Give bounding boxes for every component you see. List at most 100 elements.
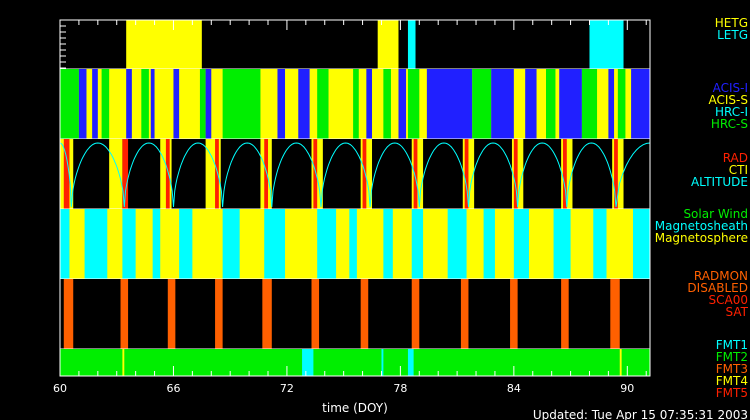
panel-region-segment xyxy=(60,209,70,279)
panel-radiation-segment xyxy=(109,139,123,209)
panel-region-segment xyxy=(317,209,337,279)
panel-gratings-segment xyxy=(407,20,416,69)
panel-instrument-segment xyxy=(608,69,615,139)
legend-fmt4: FMT4 xyxy=(716,374,748,388)
panel-region-segment xyxy=(553,209,571,279)
panel-instrument-segment xyxy=(205,69,212,139)
legend-rad: RAD xyxy=(723,151,748,165)
panel-radmon-segment xyxy=(360,279,369,349)
panel-instrument-segment xyxy=(60,69,79,139)
panel-region-segment xyxy=(483,209,495,279)
panel-radmon-segment xyxy=(510,279,518,349)
panel-radiation-segment xyxy=(122,139,129,209)
panel-format-segment xyxy=(381,349,384,376)
panel-radiation-segment xyxy=(513,139,518,209)
panel-instrument-segment xyxy=(472,69,492,139)
panel-instrument-segment xyxy=(398,69,407,139)
panel-region-segment xyxy=(264,209,286,279)
legend-acis-s: ACIS-S xyxy=(709,93,748,107)
legend-cti: CTI xyxy=(729,163,748,177)
panel-instrument-segment xyxy=(631,69,650,139)
panel-instrument-segment xyxy=(317,69,329,139)
panel-region-segment xyxy=(349,209,357,279)
panel-radiation-segment xyxy=(411,139,424,209)
panel-instrument-segment xyxy=(581,69,598,139)
legend-fmt1: FMT1 xyxy=(716,338,748,352)
panel-radmon xyxy=(60,279,650,350)
panel-radmon-background xyxy=(60,279,650,349)
legend-acis-i: ACIS-I xyxy=(713,81,748,95)
panel-radiation xyxy=(59,139,651,210)
panel-format-segment xyxy=(619,349,622,376)
panel-region-segment xyxy=(84,209,108,279)
panel-radiation-segment xyxy=(614,139,618,209)
panel-instrument-segment xyxy=(407,69,420,139)
x-tick-label: 90 xyxy=(620,382,634,395)
panel-instrument-segment xyxy=(559,69,582,139)
x-tick-label: 78 xyxy=(393,382,407,395)
panel-instrument-segment xyxy=(101,69,110,139)
panel-radiation-segment xyxy=(165,139,170,209)
panel-gratings-segment xyxy=(589,20,624,69)
panel-instrument-segment xyxy=(277,69,286,139)
panel-region-segment xyxy=(222,209,240,279)
x-tick-label: 84 xyxy=(507,382,521,395)
legend-solar-wind: Solar Wind xyxy=(683,207,748,221)
x-axis-label: time (DOY) xyxy=(322,401,388,415)
panel-region-segment xyxy=(383,209,393,279)
legend-letg: LETG xyxy=(717,28,748,42)
panel-instrument xyxy=(60,69,650,140)
panel-instrument-segment xyxy=(426,69,473,139)
panel-format xyxy=(60,349,650,377)
panel-format-background xyxy=(60,349,650,376)
panel-radmon-segment xyxy=(311,279,320,349)
panel-radiation-segment xyxy=(563,139,567,209)
panel-instrument-segment xyxy=(525,69,537,139)
legend-sat: SAT xyxy=(726,305,749,319)
panel-instrument-segment xyxy=(491,69,514,139)
panel-gratings-segment xyxy=(126,20,202,69)
panel-instrument-segment xyxy=(545,69,556,139)
panel-radmon-segment xyxy=(167,279,176,349)
panel-region-segment xyxy=(513,209,529,279)
legend-fmt5: FMT5 xyxy=(716,386,748,400)
panel-radmon-segment xyxy=(411,279,420,349)
updated-timestamp: Updated: Tue Apr 15 07:35:31 2003 xyxy=(533,408,748,420)
panel-radmon-segment xyxy=(215,279,223,349)
panel-instrument-segment xyxy=(366,69,373,139)
panel-region-segment xyxy=(122,209,136,279)
panel-instrument-segment xyxy=(126,69,132,139)
panel-region-segment xyxy=(152,209,161,279)
panel-instrument-segment xyxy=(222,69,261,139)
panel-region-segment xyxy=(447,209,467,279)
x-tick-label: 60 xyxy=(53,382,67,395)
panel-radiation-segment xyxy=(215,139,219,209)
legend-fmt2: FMT2 xyxy=(716,350,748,364)
panel-radiation-segment xyxy=(413,139,418,209)
panel-radmon-segment xyxy=(610,279,620,349)
panel-instrument-segment xyxy=(617,69,626,139)
panel-instrument-segment xyxy=(353,69,359,139)
legend-hetg: HETG xyxy=(715,16,748,30)
panel-radmon-segment xyxy=(460,279,469,349)
panel-radiation-segment xyxy=(63,139,70,209)
altitude-curve xyxy=(59,142,651,208)
panel-gratings xyxy=(60,20,650,70)
panel-instrument-segment xyxy=(199,69,206,139)
legend-magnetosheath: Magnetosheath xyxy=(655,219,748,233)
panel-radiation-segment xyxy=(264,139,269,209)
panel-radiation-segment xyxy=(462,139,475,209)
panel-radiation-background xyxy=(60,139,650,209)
panel-radmon-segment xyxy=(262,279,272,349)
legend-hrc-i: HRC-I xyxy=(715,105,748,119)
panel-gratings-segment xyxy=(377,20,399,69)
legend-hrc-s: HRC-S xyxy=(711,117,748,131)
legend-magnetosphere: Magnetosphere xyxy=(655,231,748,245)
panel-instrument-segment xyxy=(298,69,310,139)
panel-instrument-segment xyxy=(150,69,155,139)
panel-instrument-segment xyxy=(141,69,149,139)
panel-region-segment xyxy=(632,209,650,279)
legend-disabled: DISABLED xyxy=(687,281,748,295)
panel-radiation-segment xyxy=(464,139,469,209)
